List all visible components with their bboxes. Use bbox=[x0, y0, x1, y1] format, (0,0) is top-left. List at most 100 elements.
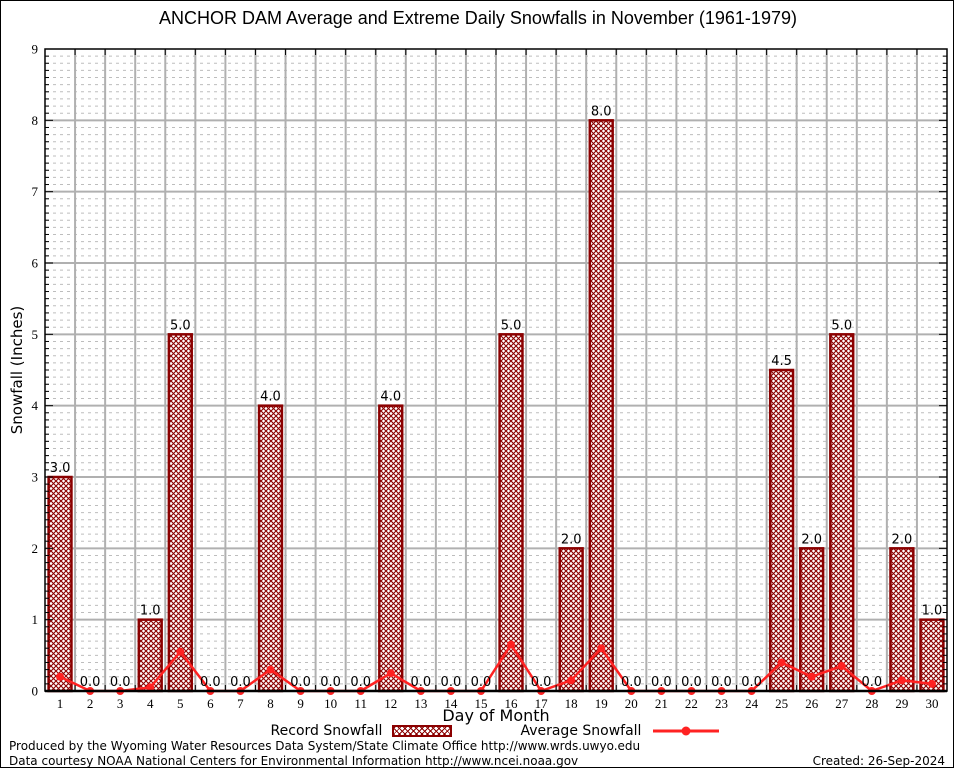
y-tick-label: 7 bbox=[32, 184, 39, 199]
x-tick-label: 24 bbox=[745, 696, 759, 711]
bar-value-label-day-27: 5.0 bbox=[831, 318, 852, 333]
bar-value-label-day-1: 3.0 bbox=[50, 461, 71, 476]
average-snowfall-point-day-5 bbox=[176, 647, 185, 656]
x-tick-label: 8 bbox=[267, 696, 274, 711]
bar-value-label-day-3: 0.0 bbox=[110, 675, 131, 690]
legend-item-average: Average Snowfall bbox=[520, 723, 721, 739]
record-snowfall-bar-day-27 bbox=[829, 333, 855, 693]
x-tick-label: 14 bbox=[444, 696, 458, 711]
average-snowfall-point-day-29 bbox=[897, 676, 906, 685]
x-tick-label: 27 bbox=[835, 696, 849, 711]
x-tick-label: 6 bbox=[207, 696, 214, 711]
legend-average-label: Average Snowfall bbox=[520, 723, 642, 739]
bar-value-label-day-11: 0.0 bbox=[350, 675, 371, 690]
x-tick-label: 13 bbox=[414, 696, 427, 711]
bar-value-label-day-28: 0.0 bbox=[861, 675, 882, 690]
y-tick-label: 9 bbox=[32, 42, 39, 57]
average-snowfall-point-day-27 bbox=[837, 662, 846, 671]
average-snowfall-point-day-12 bbox=[386, 669, 395, 678]
x-tick-label: 25 bbox=[775, 696, 788, 711]
chart-title: ANCHOR DAM Average and Extreme Daily Sno… bbox=[159, 8, 797, 28]
average-snowfall-point-day-19 bbox=[597, 644, 606, 653]
x-tick-label: 1 bbox=[57, 696, 64, 711]
bar-value-label-day-23: 0.0 bbox=[711, 675, 732, 690]
average-snowfall-line-icon bbox=[653, 726, 720, 736]
axis-ticks bbox=[44, 48, 948, 692]
y-tick-label: 4 bbox=[32, 398, 39, 413]
x-tick-label: 22 bbox=[685, 696, 698, 711]
x-tick-label: 30 bbox=[925, 696, 938, 711]
bar-value-label-day-12: 4.0 bbox=[380, 390, 401, 405]
bar-value-label-day-8: 4.0 bbox=[260, 390, 281, 405]
bar-value-label-day-5: 5.0 bbox=[170, 318, 191, 333]
x-axis-label: Day of Month bbox=[442, 706, 550, 725]
x-tick-label: 18 bbox=[565, 696, 578, 711]
x-tick-label: 29 bbox=[895, 696, 908, 711]
record-snowfall-bar-day-18 bbox=[558, 547, 584, 693]
bar-value-label-day-19: 8.0 bbox=[591, 104, 612, 119]
record-snowfall-bar-day-26 bbox=[799, 547, 825, 693]
x-tick-label: 19 bbox=[595, 696, 608, 711]
y-tick-label: 8 bbox=[32, 113, 39, 128]
footer-producer-text: Produced by the Wyoming Water Resources … bbox=[9, 739, 641, 753]
bar-value-label-day-17: 0.0 bbox=[531, 675, 552, 690]
record-snowfall-bar-day-8 bbox=[257, 404, 284, 693]
y-axis-label: Snowfall (Inches) bbox=[8, 305, 26, 435]
y-tick-label: 0 bbox=[32, 684, 39, 699]
average-snowfall-point-day-25 bbox=[777, 658, 786, 667]
record-snowfall-bar-day-16 bbox=[498, 333, 524, 693]
record-snowfall-bar-day-1 bbox=[47, 475, 73, 693]
legend-item-record: Record Snowfall bbox=[271, 723, 453, 739]
x-tick-label: 16 bbox=[505, 696, 519, 711]
average-snowfall-point-day-1 bbox=[56, 672, 65, 681]
legend-record-label: Record Snowfall bbox=[270, 723, 383, 739]
average-snowfall-point-day-4 bbox=[146, 683, 155, 692]
bar-value-label-day-30: 1.0 bbox=[922, 604, 943, 619]
bar-value-label-day-29: 2.0 bbox=[892, 532, 913, 547]
y-tick-label: 1 bbox=[32, 612, 39, 627]
y-tick-label: 2 bbox=[32, 541, 39, 556]
bar-value-label-day-24: 0.0 bbox=[741, 675, 762, 690]
x-tick-label: 17 bbox=[535, 696, 549, 711]
bar-value-label-day-10: 0.0 bbox=[320, 675, 341, 690]
x-tick-label: 20 bbox=[625, 696, 638, 711]
bar-value-label-day-15: 0.0 bbox=[471, 675, 492, 690]
y-tick-label: 3 bbox=[32, 470, 39, 485]
record-snowfall-bar-day-19 bbox=[588, 119, 614, 693]
bar-value-label-day-25: 4.5 bbox=[771, 354, 792, 369]
x-tick-label: 26 bbox=[805, 696, 819, 711]
bar-value-label-day-2: 0.0 bbox=[80, 675, 101, 690]
footer-created-date: Created: 26-Sep-2024 bbox=[812, 754, 945, 768]
record-snowfall-swatch-icon bbox=[392, 725, 453, 737]
bar-value-labels: 3.0 0.0 0.0 1.0 5.0 0.0 0.0 4.0 0.0 0.0 0.0 4.0 0.0 0… bbox=[50, 104, 943, 690]
x-tick-label: 5 bbox=[177, 696, 184, 711]
x-tick-label: 9 bbox=[297, 696, 304, 711]
x-tick-label: 10 bbox=[324, 696, 337, 711]
major-gridlines bbox=[45, 49, 947, 691]
bar-value-label-day-7: 0.0 bbox=[230, 675, 251, 690]
y-tick-labels: 0 1 2 3 4 5 6 7 8 9 bbox=[32, 42, 39, 699]
y-tick-label: 5 bbox=[32, 327, 39, 342]
bar-value-label-day-6: 0.0 bbox=[200, 675, 221, 690]
bar-value-label-day-13: 0.0 bbox=[410, 675, 431, 690]
x-tick-label: 23 bbox=[715, 696, 728, 711]
bar-value-label-day-4: 1.0 bbox=[140, 604, 161, 619]
bar-value-label-day-16: 5.0 bbox=[501, 318, 522, 333]
x-tick-label: 12 bbox=[384, 696, 397, 711]
record-snowfall-bar-day-29 bbox=[889, 547, 915, 693]
average-snowfall-point-day-30 bbox=[927, 679, 936, 688]
bar-value-label-day-22: 0.0 bbox=[681, 675, 702, 690]
bar-value-label-day-26: 2.0 bbox=[801, 532, 822, 547]
x-tick-label: 28 bbox=[865, 696, 878, 711]
x-tick-label: 7 bbox=[237, 696, 244, 711]
bar-value-label-day-20: 0.0 bbox=[621, 675, 642, 690]
x-tick-label: 15 bbox=[474, 696, 487, 711]
bar-value-label-day-18: 2.0 bbox=[561, 532, 582, 547]
y-tick-label: 6 bbox=[32, 256, 39, 271]
record-snowfall-bar-day-12 bbox=[378, 404, 404, 693]
x-tick-label: 21 bbox=[655, 696, 668, 711]
record-snowfall-bar-day-25 bbox=[768, 368, 795, 693]
average-snowfall-point-day-16 bbox=[507, 640, 516, 649]
